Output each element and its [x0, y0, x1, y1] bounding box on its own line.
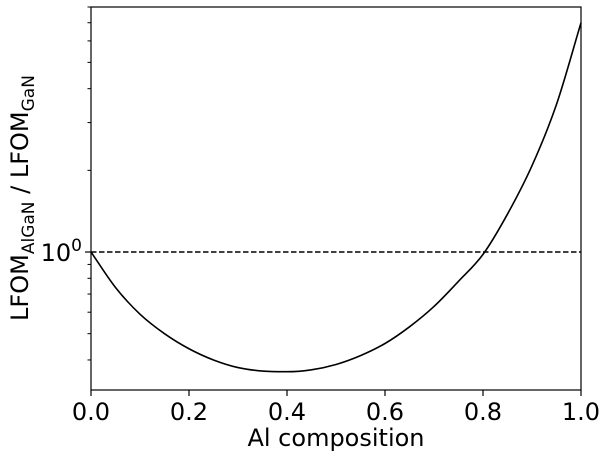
chart-marks	[90, 22, 582, 373]
y-axis-label: LFOMAlGaN / LFOMGaN	[6, 75, 39, 321]
plot-area	[90, 6, 582, 391]
y-axis	[85, 6, 91, 361]
y-tick-label-major: 100	[41, 236, 82, 267]
y-axis-label-numerator-sub: AlGaN	[19, 201, 39, 254]
y-axis-label-denominator: LFOM	[6, 111, 34, 178]
y-axis-label-denominator-sub: GaN	[19, 75, 39, 111]
x-tick-label: 0.8	[464, 398, 502, 426]
axes-frame	[90, 6, 582, 391]
x-axis: 0.0 0.2 0.4 0.6 0.8 1.0	[72, 390, 600, 426]
x-tick-label: 1.0	[562, 398, 600, 426]
x-tick-label: 0.4	[268, 398, 306, 426]
y-axis-label-separator: /	[6, 178, 34, 201]
series-line-0	[90, 22, 582, 373]
x-tick-label: 0.0	[72, 398, 110, 426]
x-axis-label: Al composition	[247, 424, 424, 452]
x-tick-label: 0.6	[366, 398, 404, 426]
y-axis-label-numerator: LFOM	[6, 254, 34, 321]
x-tick-label: 0.2	[170, 398, 208, 426]
